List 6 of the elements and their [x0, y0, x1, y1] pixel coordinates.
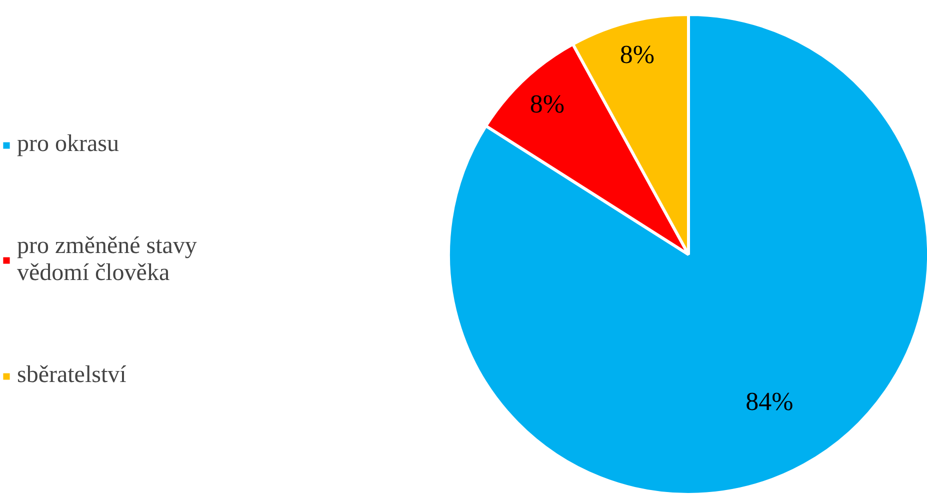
legend-label: pro změněné stavy vědomí člověka — [17, 233, 197, 287]
legend-label: pro okrasu — [17, 131, 119, 158]
data-label: 8% — [620, 40, 655, 70]
legend-label: sběratelství — [17, 362, 126, 389]
data-label: 84% — [746, 387, 794, 416]
data-label: 8% — [530, 90, 565, 119]
